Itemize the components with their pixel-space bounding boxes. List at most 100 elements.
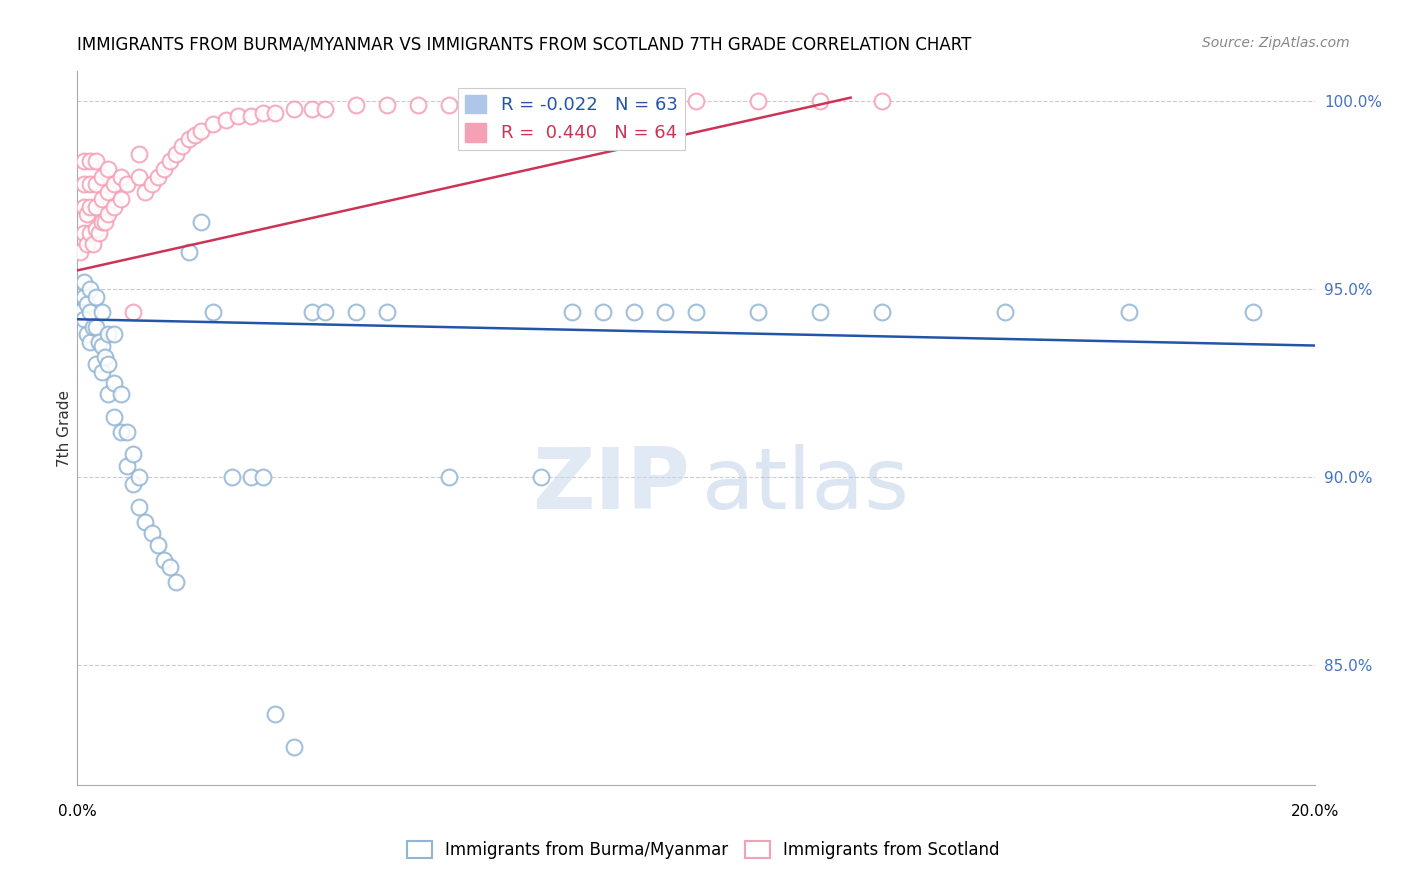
Point <box>141 526 163 541</box>
Point <box>134 185 156 199</box>
Point <box>215 113 238 128</box>
Point <box>84 290 107 304</box>
Point <box>623 95 645 109</box>
Point <box>592 304 614 318</box>
Point <box>72 275 94 289</box>
Point <box>375 304 398 318</box>
Point <box>747 304 769 318</box>
Point <box>177 132 200 146</box>
Point <box>103 327 125 342</box>
Point <box>159 154 181 169</box>
Point <box>84 154 107 169</box>
Text: ZIP: ZIP <box>531 443 690 527</box>
Point <box>808 304 831 318</box>
Point <box>97 207 120 221</box>
Point <box>153 552 176 566</box>
Point <box>82 319 104 334</box>
Y-axis label: 7th Grade: 7th Grade <box>56 390 72 467</box>
Point <box>79 200 101 214</box>
Point <box>110 169 132 184</box>
Point <box>76 327 98 342</box>
Point <box>103 177 125 191</box>
Point <box>87 226 110 240</box>
Point <box>72 226 94 240</box>
Point <box>97 387 120 401</box>
Point <box>283 740 305 755</box>
Point <box>110 425 132 439</box>
Point <box>97 161 120 176</box>
Point <box>1241 304 1264 318</box>
Point <box>314 304 336 318</box>
Point <box>264 105 287 120</box>
Point <box>84 319 107 334</box>
Point <box>747 95 769 109</box>
Text: 20.0%: 20.0% <box>1291 804 1339 819</box>
Point <box>115 425 138 439</box>
Point <box>84 200 107 214</box>
Text: IMMIGRANTS FROM BURMA/MYANMAR VS IMMIGRANTS FROM SCOTLAND 7TH GRADE CORRELATION : IMMIGRANTS FROM BURMA/MYANMAR VS IMMIGRA… <box>77 36 972 54</box>
Point <box>172 139 194 153</box>
Point <box>84 177 107 191</box>
Point <box>623 304 645 318</box>
Point <box>134 515 156 529</box>
Point <box>72 177 94 191</box>
Point <box>122 477 145 491</box>
Point <box>264 706 287 721</box>
Point <box>165 147 187 161</box>
Point <box>97 185 120 199</box>
Point <box>82 237 104 252</box>
Point <box>252 105 274 120</box>
Point <box>252 470 274 484</box>
Point <box>115 458 138 473</box>
Point <box>870 95 893 109</box>
Point <box>190 214 212 228</box>
Point <box>165 575 187 590</box>
Point <box>146 538 169 552</box>
Point <box>808 95 831 109</box>
Point <box>226 110 249 124</box>
Point <box>79 154 101 169</box>
Point <box>994 304 1017 318</box>
Point <box>122 304 145 318</box>
Point <box>283 102 305 116</box>
Point <box>97 357 120 371</box>
Point <box>76 207 98 221</box>
Point <box>122 447 145 461</box>
Point <box>153 161 176 176</box>
Point <box>344 304 367 318</box>
Point <box>314 102 336 116</box>
Point <box>72 200 94 214</box>
Point <box>561 304 583 318</box>
Point <box>91 338 114 352</box>
Point <box>239 110 262 124</box>
Point <box>91 192 114 206</box>
Text: 0.0%: 0.0% <box>58 804 97 819</box>
Point <box>375 98 398 112</box>
Point <box>91 214 114 228</box>
Point <box>128 147 150 161</box>
Point <box>72 312 94 326</box>
Point <box>685 95 707 109</box>
Point <box>69 244 91 259</box>
Point <box>437 98 460 112</box>
Point <box>202 304 225 318</box>
Point <box>110 387 132 401</box>
Point <box>468 95 491 109</box>
Point <box>128 470 150 484</box>
Point <box>76 237 98 252</box>
Point <box>1118 304 1140 318</box>
Point <box>72 290 94 304</box>
Point <box>97 327 120 342</box>
Point <box>76 297 98 311</box>
Point <box>128 169 150 184</box>
Point <box>87 334 110 349</box>
Point <box>72 154 94 169</box>
Point <box>69 304 91 318</box>
Point <box>190 124 212 138</box>
Point <box>530 95 553 109</box>
Point <box>91 304 114 318</box>
Point <box>79 282 101 296</box>
Point <box>103 409 125 424</box>
Point <box>184 128 207 143</box>
Point <box>115 177 138 191</box>
